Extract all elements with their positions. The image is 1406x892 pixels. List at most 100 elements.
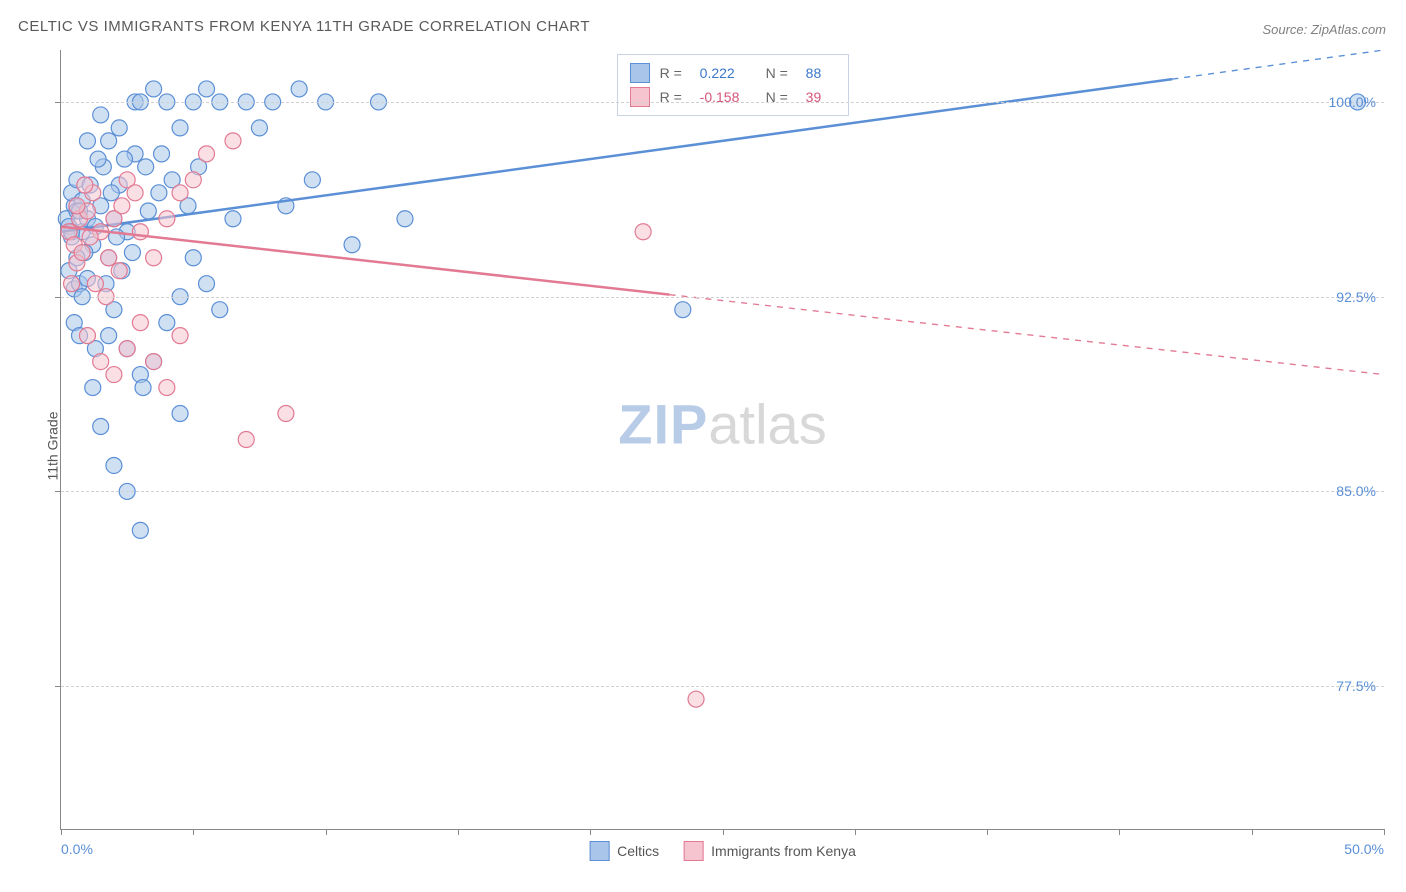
- x-tick: [458, 829, 459, 835]
- scatter-point: [172, 328, 188, 344]
- scatter-point: [101, 328, 117, 344]
- scatter-point: [135, 380, 151, 396]
- scatter-point: [225, 211, 241, 227]
- scatter-point: [212, 302, 228, 318]
- scatter-point: [79, 328, 95, 344]
- scatter-point: [159, 211, 175, 227]
- legend-label-kenya: Immigrants from Kenya: [711, 843, 856, 859]
- y-tick-label: 92.5%: [1336, 289, 1376, 305]
- scatter-point: [132, 315, 148, 331]
- scatter-point: [146, 250, 162, 266]
- x-tick: [193, 829, 194, 835]
- x-tick: [61, 829, 62, 835]
- x-tick: [855, 829, 856, 835]
- r-label: R =: [660, 65, 690, 81]
- scatter-point: [114, 198, 130, 214]
- plot-area: ZIPatlas R = 0.222 N = 88 R = -0.158 N =…: [60, 50, 1384, 830]
- scatter-point: [101, 133, 117, 149]
- y-tick: [55, 686, 61, 687]
- x-tick: [987, 829, 988, 835]
- scatter-point: [291, 81, 307, 97]
- x-tick: [1252, 829, 1253, 835]
- scatter-point: [172, 185, 188, 201]
- scatter-point: [199, 146, 215, 162]
- scatter-point: [159, 315, 175, 331]
- x-tick: [590, 829, 591, 835]
- legend-row-kenya: R = -0.158 N = 39: [630, 85, 836, 109]
- y-tick-label: 85.0%: [1336, 483, 1376, 499]
- y-tick: [55, 102, 61, 103]
- scatter-point: [103, 185, 119, 201]
- source-label: Source: ZipAtlas.com: [1262, 22, 1386, 37]
- chart-svg: [61, 50, 1384, 829]
- gridline: [61, 297, 1384, 298]
- scatter-point: [106, 457, 122, 473]
- scatter-point: [635, 224, 651, 240]
- scatter-point: [64, 276, 80, 292]
- y-axis-label: 11th Grade: [45, 411, 61, 480]
- x-tick: [723, 829, 724, 835]
- scatter-point: [111, 263, 127, 279]
- scatter-point: [199, 81, 215, 97]
- scatter-point: [93, 107, 109, 123]
- scatter-point: [87, 276, 103, 292]
- y-tick: [55, 297, 61, 298]
- scatter-point: [199, 276, 215, 292]
- scatter-point: [238, 432, 254, 448]
- scatter-point: [111, 120, 127, 136]
- scatter-point: [172, 120, 188, 136]
- legend-label-celtics: Celtics: [617, 843, 659, 859]
- scatter-point: [132, 224, 148, 240]
- x-tick-label: 0.0%: [61, 841, 93, 857]
- legend-row-celtics: R = 0.222 N = 88: [630, 61, 836, 85]
- gridline: [61, 491, 1384, 492]
- scatter-point: [117, 151, 133, 167]
- chart-title: CELTIC VS IMMIGRANTS FROM KENYA 11TH GRA…: [18, 18, 590, 35]
- scatter-point: [344, 237, 360, 253]
- scatter-point: [159, 380, 175, 396]
- scatter-point: [106, 367, 122, 383]
- scatter-point: [251, 120, 267, 136]
- scatter-point: [185, 172, 201, 188]
- scatter-point: [101, 250, 117, 266]
- scatter-point: [278, 406, 294, 422]
- trend-line-dashed: [670, 295, 1384, 375]
- scatter-point: [146, 354, 162, 370]
- scatter-point: [185, 250, 201, 266]
- y-tick-label: 77.5%: [1336, 678, 1376, 694]
- x-tick: [1119, 829, 1120, 835]
- scatter-point: [138, 159, 154, 175]
- n-label: N =: [766, 65, 796, 81]
- n-value-celtics: 88: [806, 65, 836, 81]
- legend-swatch-celtics: [630, 63, 650, 83]
- y-tick-label: 100.0%: [1329, 94, 1376, 110]
- scatter-point: [675, 302, 691, 318]
- scatter-point: [688, 691, 704, 707]
- x-tick: [326, 829, 327, 835]
- bottom-legend-celtics: Celtics: [589, 841, 659, 861]
- x-tick: [1384, 829, 1385, 835]
- bottom-legend: Celtics Immigrants from Kenya: [589, 841, 856, 861]
- x-tick-label: 50.0%: [1344, 841, 1384, 857]
- scatter-point: [69, 198, 85, 214]
- scatter-point: [93, 419, 109, 435]
- scatter-point: [124, 245, 140, 261]
- gridline: [61, 686, 1384, 687]
- chart-container: CELTIC VS IMMIGRANTS FROM KENYA 11TH GRA…: [0, 0, 1406, 892]
- r-value-celtics: 0.222: [700, 65, 756, 81]
- scatter-point: [140, 203, 156, 219]
- scatter-point: [172, 406, 188, 422]
- legend-swatch-kenya: [630, 87, 650, 107]
- scatter-point: [132, 522, 148, 538]
- scatter-point: [93, 354, 109, 370]
- correlation-legend: R = 0.222 N = 88 R = -0.158 N = 39: [617, 54, 849, 116]
- legend-swatch-celtics: [589, 841, 609, 861]
- scatter-point: [151, 185, 167, 201]
- scatter-point: [304, 172, 320, 188]
- scatter-point: [85, 380, 101, 396]
- scatter-point: [225, 133, 241, 149]
- scatter-point: [146, 81, 162, 97]
- scatter-point: [79, 133, 95, 149]
- scatter-point: [127, 185, 143, 201]
- trend-line-dashed: [1172, 50, 1384, 79]
